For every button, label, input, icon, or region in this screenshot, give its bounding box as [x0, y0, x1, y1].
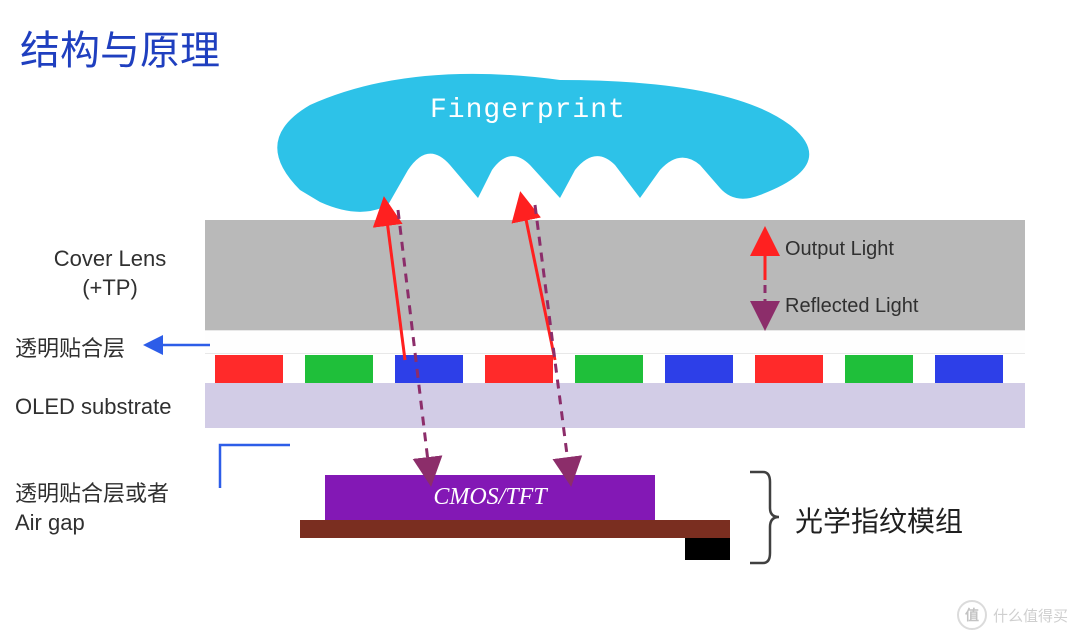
gap-layer-text: 透明贴合层或者Air gap	[15, 481, 169, 535]
pointer-arrow-2	[200, 440, 300, 500]
chip-block	[685, 538, 730, 560]
reflected-light-label: Reflected Light	[785, 295, 918, 318]
module-bracket	[745, 470, 785, 565]
oled-substrate-layer	[205, 383, 1025, 428]
pixel	[485, 355, 553, 383]
fingerprint-label: Fingerprint	[430, 95, 626, 126]
module-label: 光学指纹模组	[795, 500, 963, 540]
pixel	[845, 355, 913, 383]
pixel	[215, 355, 283, 383]
pixel	[755, 355, 823, 383]
pointer-arrow-1	[140, 335, 220, 355]
watermark-badge: 值 什么值得买	[957, 600, 1068, 630]
output-light-label: Output Light	[785, 238, 894, 261]
page-title: 结构与原理	[20, 18, 220, 76]
clear-layer-label: 透明贴合层	[15, 335, 125, 364]
watermark-icon: 值	[957, 600, 987, 630]
cover-lens-label: Cover Lens (+TP)	[25, 245, 195, 302]
gap-layer-label: 透明贴合层或者Air gap	[15, 480, 195, 537]
fingerprint-shape	[260, 70, 820, 230]
pixel	[395, 355, 463, 383]
pixel	[665, 355, 733, 383]
cmos-layer: CMOS/TFT	[325, 475, 655, 520]
oled-substrate-label: OLED substrate	[15, 393, 172, 422]
pixel	[575, 355, 643, 383]
clear-layer	[205, 330, 1025, 354]
pixel	[305, 355, 373, 383]
pcb-layer	[300, 520, 730, 538]
pixel	[935, 355, 1003, 383]
watermark-text: 什么值得买	[993, 605, 1068, 626]
